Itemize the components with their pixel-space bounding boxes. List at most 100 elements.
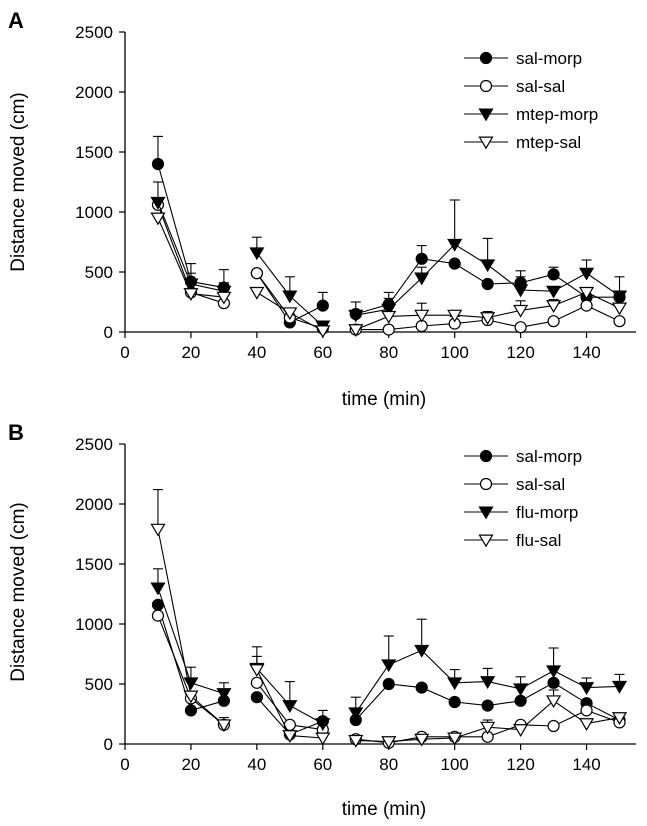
data-point <box>480 676 496 689</box>
data-point <box>611 302 628 316</box>
data-point <box>547 676 560 689</box>
legend-label: flu-morp <box>516 503 578 522</box>
panel-a-y-tick-label: 2000 <box>75 83 113 102</box>
data-point <box>611 680 628 694</box>
data-point <box>578 286 595 300</box>
data-point <box>183 690 199 704</box>
panel-a-x-tick-label: 60 <box>313 343 332 362</box>
data-point <box>151 157 165 171</box>
panel-a-legend-item: mtep-sal <box>464 133 581 152</box>
data-point <box>415 681 428 694</box>
panel-b-ylabel: Distance moved (cm) <box>8 502 29 682</box>
data-point <box>547 268 560 281</box>
data-point <box>151 609 165 622</box>
panel-a-y-tick-label: 2500 <box>75 23 113 42</box>
data-point <box>546 285 562 299</box>
data-point <box>150 582 166 596</box>
panel-a-series-mtep-morp <box>150 181 628 334</box>
panel-a-ylabel: Distance moved (cm) <box>8 92 29 272</box>
data-point <box>183 278 199 292</box>
panel-b-x-tick-label: 140 <box>572 755 600 774</box>
data-point <box>348 734 364 748</box>
legend-marker <box>479 51 493 65</box>
panel-a-legend-item: sal-sal <box>464 77 565 96</box>
data-point <box>151 598 165 611</box>
panel-b-x-tick-label: 60 <box>313 755 332 774</box>
data-point <box>249 664 265 677</box>
data-point <box>382 323 395 336</box>
legend-label: sal-sal <box>516 475 565 494</box>
panel-a-x-tick-label: 100 <box>440 343 468 362</box>
panel-a-x-tick-label: 140 <box>572 343 600 362</box>
panel-b-legend-item: sal-morp <box>464 447 582 466</box>
data-point <box>216 719 232 733</box>
data-point <box>381 310 397 324</box>
legend-marker <box>479 79 493 93</box>
data-point <box>249 286 265 300</box>
data-point <box>547 315 560 328</box>
data-point <box>316 299 329 312</box>
panel-a-y-tick-label: 1000 <box>75 203 113 222</box>
data-point <box>184 704 198 717</box>
data-point <box>547 719 560 733</box>
panel-b-x-tick-label: 20 <box>181 755 200 774</box>
data-point <box>513 284 529 298</box>
data-point <box>578 718 595 731</box>
panel-b-legend-item: flu-morp <box>464 503 578 522</box>
data-point <box>415 252 428 265</box>
panel-a: A 0 500 1000 1500 2000 2500 0 20 40 60 80 100 120 140… <box>8 8 636 410</box>
data-point <box>514 694 527 707</box>
data-point <box>480 312 496 325</box>
data-point <box>216 291 232 305</box>
data-point <box>414 309 430 323</box>
panel-a-plot-area: 0 500 1000 1500 2000 2500 0 20 40 60 80 100 120 140 sa… <box>75 23 636 362</box>
panel-b-y-tick-label: 1500 <box>75 555 113 574</box>
panel-b-x-tick-label: 40 <box>247 755 266 774</box>
panel-b: B 0 500 1000 1500 2000 2500 0 20 40 60 80 100 120 140… <box>8 420 636 820</box>
panel-a-x-tick-label: 40 <box>247 343 266 362</box>
legend-marker <box>479 477 493 491</box>
panel-a-series-mtep-sal <box>150 212 628 339</box>
legend-marker <box>478 136 494 150</box>
panel-a-xlabel: time (min) <box>342 389 426 410</box>
legend-marker <box>478 534 494 548</box>
legend-label: mtep-morp <box>516 105 598 124</box>
panel-b-x-tick-label: 100 <box>440 755 468 774</box>
data-point <box>150 523 166 537</box>
data-point <box>447 677 463 691</box>
panel-a-x-tick-label: 20 <box>181 343 200 362</box>
panel-b-y-tick-label: 500 <box>85 675 113 694</box>
data-point <box>250 676 263 689</box>
data-point <box>282 730 298 743</box>
data-point <box>381 736 397 749</box>
panel-b-x-tick-label: 80 <box>379 755 398 774</box>
legend-label: sal-sal <box>516 77 565 96</box>
data-point <box>481 699 494 712</box>
panel-b-y-tick-label: 2500 <box>75 435 113 454</box>
data-point <box>249 247 265 261</box>
data-point <box>480 721 496 735</box>
legend-label: sal-morp <box>516 447 582 466</box>
data-point <box>216 688 232 701</box>
panel-b-plot-area: 0 500 1000 1500 2000 2500 0 20 40 60 80 100 120 140 sa… <box>75 435 636 774</box>
data-point <box>611 712 628 725</box>
panel-b-xlabel: time (min) <box>342 799 426 820</box>
data-point <box>480 259 496 273</box>
data-point <box>315 732 331 746</box>
data-point <box>513 724 529 737</box>
panel-b-legend-item: sal-sal <box>464 475 565 494</box>
data-point <box>447 732 463 746</box>
data-point <box>315 718 331 731</box>
legend-marker <box>478 108 494 122</box>
panel-a-label: A <box>8 8 24 33</box>
data-point <box>578 267 595 281</box>
data-point <box>282 290 298 304</box>
data-point <box>315 325 331 339</box>
panel-a-x-tick-label: 80 <box>379 343 398 362</box>
panel-b-y-tick-label: 0 <box>104 735 113 754</box>
data-point <box>546 665 562 679</box>
panel-b-y-tick-label: 2000 <box>75 495 113 514</box>
data-point <box>250 691 263 704</box>
panel-b-label: B <box>8 420 24 445</box>
data-point <box>150 196 166 210</box>
